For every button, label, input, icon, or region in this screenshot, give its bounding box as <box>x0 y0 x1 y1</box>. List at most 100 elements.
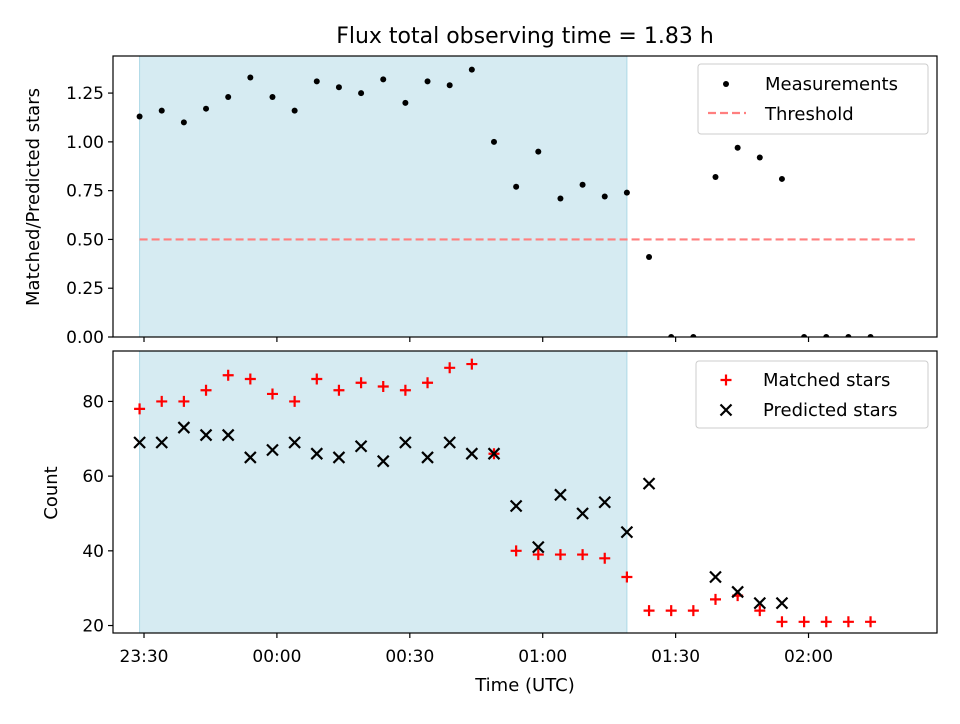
measurement-point <box>269 93 276 100</box>
matched-point <box>820 616 832 628</box>
x-tick-label: 00:30 <box>385 647 434 667</box>
matched-point <box>665 605 677 617</box>
matched-point <box>333 384 345 396</box>
matched-point <box>444 362 456 374</box>
predicted-point <box>509 499 523 513</box>
matched-point <box>399 384 411 396</box>
predicted-point <box>376 454 390 468</box>
series-1 <box>136 66 874 337</box>
x-tick-label: 00:00 <box>252 647 301 667</box>
predicted-point <box>288 436 301 449</box>
measurement-point <box>801 334 808 337</box>
legend-measurements-marker <box>723 81 729 87</box>
matched-point <box>422 377 434 389</box>
matched-point <box>156 395 168 407</box>
measurement-point <box>734 144 741 151</box>
measurement-point <box>136 113 143 120</box>
matched-point <box>599 552 611 564</box>
predicted-point <box>465 447 479 460</box>
predicted-point <box>244 451 257 464</box>
predicted-point <box>332 451 346 464</box>
matched-point <box>577 549 589 561</box>
legend-matched-label: Matched stars <box>763 370 890 391</box>
measurement-point <box>690 334 697 337</box>
matched-point <box>687 605 699 617</box>
measurement-point <box>203 105 210 112</box>
matched-point <box>178 395 190 407</box>
measurement-point <box>247 74 254 81</box>
matched-point <box>289 395 301 407</box>
predicted-point <box>620 525 634 539</box>
legend-matched-marker <box>720 374 732 386</box>
x-axis-label: Time (UTC) <box>474 675 575 696</box>
measurement-point <box>623 189 630 196</box>
predicted-point <box>221 428 235 442</box>
measurement-point <box>579 181 586 188</box>
axes-frame <box>112 55 938 338</box>
y-tick-label: 60 <box>82 467 104 487</box>
chart-title: Flux total observing time = 1.83 h <box>336 24 714 49</box>
top-panel: 0.00 0.25 0.50 0.75 1.00 1.25 Measurements Thre… <box>66 55 938 348</box>
matched-point <box>754 605 766 617</box>
legend-predicted-marker <box>719 403 733 417</box>
predicted-point <box>709 570 722 584</box>
measurement-point <box>845 334 852 337</box>
predicted-point <box>421 451 434 464</box>
y-tick-label: 1.00 <box>66 133 104 153</box>
measurement-point <box>712 173 719 180</box>
legend-predicted-label: Predicted stars <box>763 400 897 421</box>
measurement-point <box>490 138 497 145</box>
measurement-point <box>535 148 542 155</box>
predicted-point <box>399 436 412 449</box>
predicted-point <box>310 447 324 460</box>
measurement-point <box>823 334 830 337</box>
x-tick-label: 01:00 <box>518 647 567 667</box>
legend-box <box>695 360 929 429</box>
axes-frame <box>112 350 938 634</box>
matched-point <box>134 403 146 415</box>
predicted-point <box>598 495 612 509</box>
predicted-point <box>532 540 545 554</box>
measurement-point <box>158 107 165 114</box>
matched-point <box>709 593 721 605</box>
legend-bottom: Matched stars Predicted stars <box>695 360 929 429</box>
series-1 <box>134 358 877 628</box>
predicted-point <box>554 488 567 502</box>
matched-point <box>222 369 234 381</box>
measurement-point <box>225 93 232 100</box>
x-tick-label: 02:00 <box>784 647 833 667</box>
matched-point <box>510 545 522 557</box>
predicted-point <box>753 596 767 610</box>
bottom-y-axis-label: Count <box>41 466 62 519</box>
predicted-point <box>642 477 656 490</box>
y-tick-label: 0.75 <box>66 182 104 202</box>
y-tick-label: 1.25 <box>66 84 104 104</box>
measurement-point <box>424 78 431 85</box>
y-tick-label: 0.25 <box>66 279 104 299</box>
measurement-point <box>402 99 409 106</box>
measurement-point <box>668 334 675 337</box>
predicted-point <box>354 439 368 453</box>
measurement-point <box>468 66 475 73</box>
y-tick-label: 40 <box>82 542 104 562</box>
matched-point <box>311 373 323 385</box>
plot-area <box>136 56 915 337</box>
y-tick-label: 20 <box>82 617 104 637</box>
predicted-point <box>775 596 789 610</box>
measurement-point <box>358 90 365 97</box>
top-y-axis-label: Matched/Predicted stars <box>23 88 44 306</box>
measurement-point <box>646 253 653 260</box>
matched-point <box>532 549 544 561</box>
y-tick-label: 0.00 <box>66 328 104 348</box>
x-tick-label: 23:30 <box>120 647 169 667</box>
matched-point <box>554 549 566 561</box>
matched-point <box>266 388 278 400</box>
matched-point <box>798 616 810 628</box>
x-tick-label: 01:30 <box>651 647 700 667</box>
measurement-point <box>601 193 608 200</box>
predicted-point <box>731 585 744 599</box>
measurement-point <box>313 78 320 85</box>
y-tick-label: 80 <box>82 392 104 412</box>
measurement-point <box>335 84 342 91</box>
measurement-point <box>291 107 298 114</box>
